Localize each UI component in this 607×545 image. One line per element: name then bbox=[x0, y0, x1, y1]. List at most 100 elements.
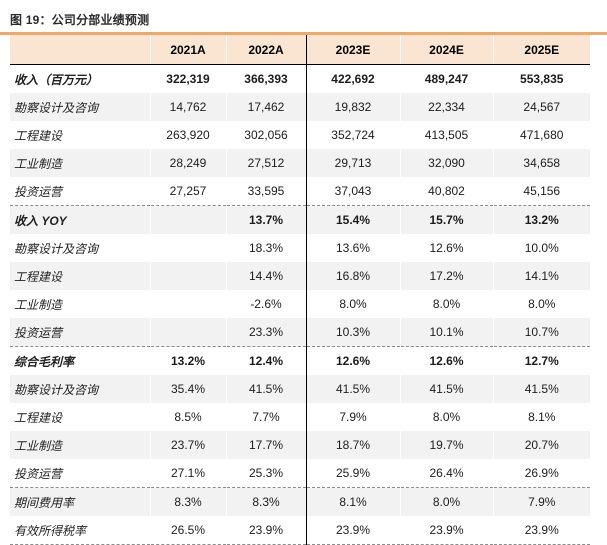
cell-value: 10.3% bbox=[305, 318, 401, 347]
cell-value: 8.1% bbox=[305, 487, 401, 516]
cell-value: 23.3% bbox=[248, 325, 284, 339]
cell-value: 15.4% bbox=[305, 205, 401, 234]
cell-value: 26.4% bbox=[400, 459, 494, 488]
row-label: 收入 YOY bbox=[10, 205, 151, 234]
header-cell-2024e: 2024E bbox=[400, 35, 494, 65]
cell-value: 32,090 bbox=[400, 149, 494, 177]
table-row: 工业制造 -2.6% 8.0% 8.0% 8.0% bbox=[10, 290, 590, 318]
cell-value: 7.7% bbox=[252, 410, 280, 424]
cell-value: 23.9% bbox=[226, 516, 306, 545]
row-label: 工程建设 bbox=[10, 403, 151, 431]
cell-value bbox=[150, 262, 227, 290]
table-row: 勘察设计及咨询 14,762 17,462 19,832 22,334 24,567 bbox=[10, 93, 590, 121]
cell-value: 45,156 bbox=[523, 184, 561, 198]
cell-value: 8.5% bbox=[150, 403, 227, 431]
cell-value: 422,692 bbox=[305, 64, 401, 93]
cell-value: 263,920 bbox=[150, 121, 227, 149]
cell-value: 25.9% bbox=[305, 459, 401, 488]
cell-value: 14.1% bbox=[524, 269, 559, 283]
table-row: 工程建设 8.5% 7.7% 7.9% 8.0% 8.1% bbox=[10, 403, 590, 431]
cell-value: 8.3% bbox=[150, 487, 227, 516]
cell-value: 8.0% bbox=[400, 487, 494, 516]
header-cell-2023e: 2023E bbox=[305, 35, 401, 65]
cell-value: 322,319 bbox=[150, 64, 227, 93]
row-label: 有效所得税率 bbox=[10, 516, 151, 545]
cell-value: 10.7% bbox=[524, 325, 559, 339]
cell-value: 29,713 bbox=[305, 149, 401, 177]
cell-value: 13.7% bbox=[226, 205, 306, 234]
cell-value: 17.7% bbox=[248, 438, 284, 452]
cell-value: 15.7% bbox=[400, 205, 494, 234]
figure-title: 图 19：公司分部业绩预测 bbox=[10, 13, 150, 27]
cell-value: 26.9% bbox=[524, 466, 559, 480]
header-cell-label bbox=[10, 35, 151, 65]
cell-value: 26.5% bbox=[150, 516, 227, 545]
cell-value: 17,462 bbox=[247, 100, 285, 114]
cell-value: 352,724 bbox=[305, 121, 401, 149]
row-label: 投资运营 bbox=[10, 177, 151, 206]
row-label: 工程建设 bbox=[10, 121, 151, 149]
cell-value: 8.1% bbox=[528, 410, 556, 424]
row-label: 工业制造 bbox=[10, 431, 151, 459]
segment-forecast-table: 2021A 2022A 2023E 2024E 2025E 收入（百万元） 322… bbox=[10, 35, 590, 545]
cell-value: 12.7% bbox=[493, 346, 590, 375]
row-label: 工业制造 bbox=[10, 290, 151, 318]
cell-value: 489,247 bbox=[400, 64, 494, 93]
cell-value: 24,567 bbox=[523, 100, 561, 114]
cell-value: 413,505 bbox=[400, 121, 494, 149]
table-row: 收入（百万元） 322,319 366,393 422,692 489,247 553,8… bbox=[10, 64, 590, 93]
cell-value: 41.5% bbox=[305, 375, 401, 403]
title-divider-rule bbox=[0, 32, 607, 35]
row-label: 投资运营 bbox=[10, 318, 151, 347]
table-row: 工业制造 28,249 27,512 29,713 32,090 34,658 bbox=[10, 149, 590, 177]
cell-value bbox=[150, 234, 227, 262]
cell-value: 8.0% bbox=[528, 297, 556, 311]
table-row: 投资运营 27,257 33,595 37,043 40,802 45,156 bbox=[10, 177, 590, 206]
cell-value: 41.5% bbox=[248, 382, 284, 396]
cell-value: 10.1% bbox=[400, 318, 494, 347]
table-row: 投资运营 27.1% 25.3% 25.9% 26.4% 26.9% bbox=[10, 459, 590, 488]
cell-value: 41.5% bbox=[400, 375, 494, 403]
cell-value: 302,056 bbox=[244, 128, 288, 142]
cell-value: 23.9% bbox=[493, 516, 590, 545]
header-row: 2021A 2022A 2023E 2024E 2025E bbox=[10, 35, 590, 65]
cell-value: 23.9% bbox=[305, 516, 401, 545]
cell-value: 8.3% bbox=[226, 487, 306, 516]
cell-value: 37,043 bbox=[305, 177, 401, 206]
header-cell-2025e: 2025E bbox=[493, 35, 590, 65]
cell-value: 10.0% bbox=[524, 241, 559, 255]
cell-value: 19,832 bbox=[305, 93, 401, 121]
cell-value bbox=[150, 290, 227, 318]
cell-value: 35.4% bbox=[150, 375, 227, 403]
cell-value: 27.1% bbox=[150, 459, 227, 488]
table-row: 有效所得税率 26.5% 23.9% 23.9% 23.9% 23.9% bbox=[10, 516, 590, 545]
table-row: 期间费用率 8.3% 8.3% 8.1% 8.0% 7.9% bbox=[10, 487, 590, 516]
row-label: 期间费用率 bbox=[10, 487, 151, 516]
cell-value: 27,512 bbox=[247, 156, 285, 170]
cell-value: 18.7% bbox=[305, 431, 401, 459]
cell-value: 13.6% bbox=[305, 234, 401, 262]
cell-value: 8.0% bbox=[305, 290, 401, 318]
cell-value: 40,802 bbox=[400, 177, 494, 206]
cell-value: 553,835 bbox=[520, 72, 564, 86]
cell-value: -2.6% bbox=[250, 297, 282, 311]
row-label: 勘察设计及咨询 bbox=[10, 234, 151, 262]
cell-value: 27,257 bbox=[150, 177, 227, 206]
cell-value: 17.2% bbox=[400, 262, 494, 290]
header-cell-2022a: 2022A bbox=[226, 35, 306, 65]
header-cell-2021a: 2021A bbox=[150, 35, 227, 65]
cell-value: 33,595 bbox=[247, 184, 285, 198]
cell-value: 366,393 bbox=[244, 72, 288, 86]
table-row: 综合毛利率 13.2% 12.4% 12.6% 12.6% 12.7% bbox=[10, 346, 590, 375]
cell-value: 20.7% bbox=[524, 438, 559, 452]
cell-value: 16.8% bbox=[305, 262, 401, 290]
table-row: 勘察设计及咨询 18.3% 13.6% 12.6% 10.0% bbox=[10, 234, 590, 262]
cell-value: 14.4% bbox=[248, 269, 284, 283]
table-row: 勘察设计及咨询 35.4% 41.5% 41.5% 41.5% 41.5% bbox=[10, 375, 590, 403]
row-label: 勘察设计及咨询 bbox=[10, 93, 151, 121]
row-label: 综合毛利率 bbox=[10, 346, 151, 375]
cell-value: 13.2% bbox=[150, 346, 227, 375]
cell-value: 8.0% bbox=[400, 403, 494, 431]
table-row: 收入 YOY 13.7% 15.4% 15.7% 13.2% bbox=[10, 205, 590, 234]
